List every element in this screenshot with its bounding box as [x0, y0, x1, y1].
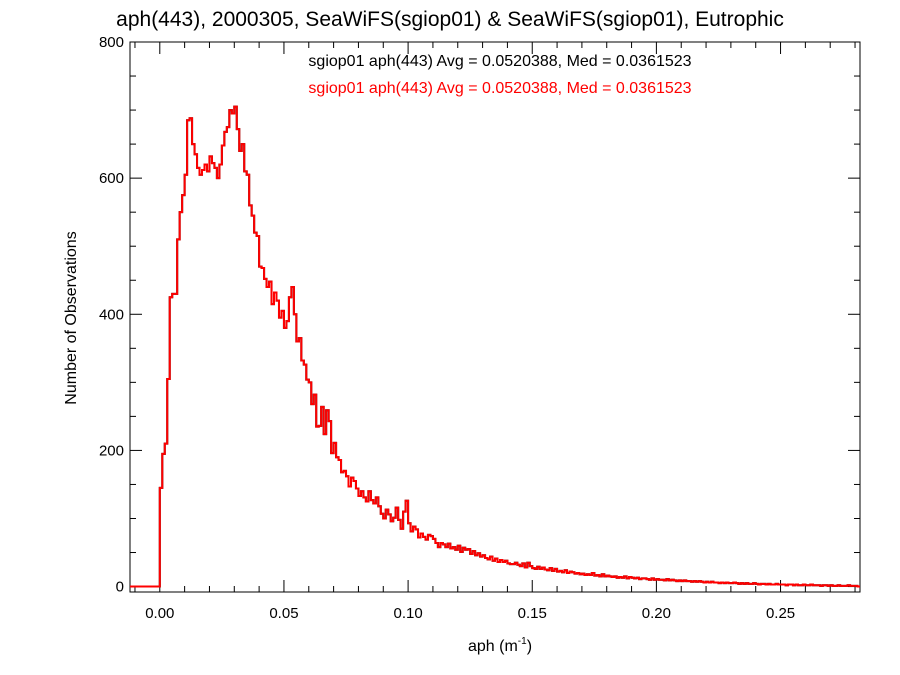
chart-title: aph(443), 2000305, SeaWiFS(sgiop01) & Se… [116, 8, 784, 31]
plot-frame [129, 41, 861, 593]
series-layer [130, 105, 860, 588]
y-tick-label: 600 [99, 170, 124, 187]
x-axis-label: aph (m-1) [0, 636, 900, 656]
x-tick-label: 0.15 [518, 605, 547, 622]
x-tick-label: 0.05 [269, 605, 298, 622]
histogram-series-0 [130, 105, 860, 588]
x-axis-label-exponent: -1 [517, 636, 527, 647]
y-axis-label: Number of Observations [63, 231, 80, 405]
axis-ticks [130, 41, 860, 592]
y-tick-label: 200 [99, 442, 124, 459]
y-tick-label: 400 [99, 306, 124, 323]
axis-tick-labels: 0.00 0.05 0.10 0.15 0.20 0.25 0 200 400 600 800 [99, 34, 795, 622]
x-tick-label: 0.00 [145, 605, 174, 622]
plot-border [129, 41, 861, 593]
y-tick-label: 0 [116, 579, 124, 596]
histogram-series-1 [130, 105, 860, 588]
x-tick-label: 0.25 [766, 605, 795, 622]
y-tick-label: 800 [99, 34, 124, 51]
x-tick-label: 0.20 [642, 605, 671, 622]
x-axis-label-close: ) [526, 638, 533, 655]
x-tick-label: 0.10 [393, 605, 422, 622]
legend-entry-black: sgiop01 aph(443) Avg = 0.0520388, Med = … [308, 53, 692, 70]
legend-entry-red: sgiop01 aph(443) Avg = 0.0520388, Med = … [308, 80, 692, 97]
x-axis-label-base: aph (m [467, 638, 518, 655]
